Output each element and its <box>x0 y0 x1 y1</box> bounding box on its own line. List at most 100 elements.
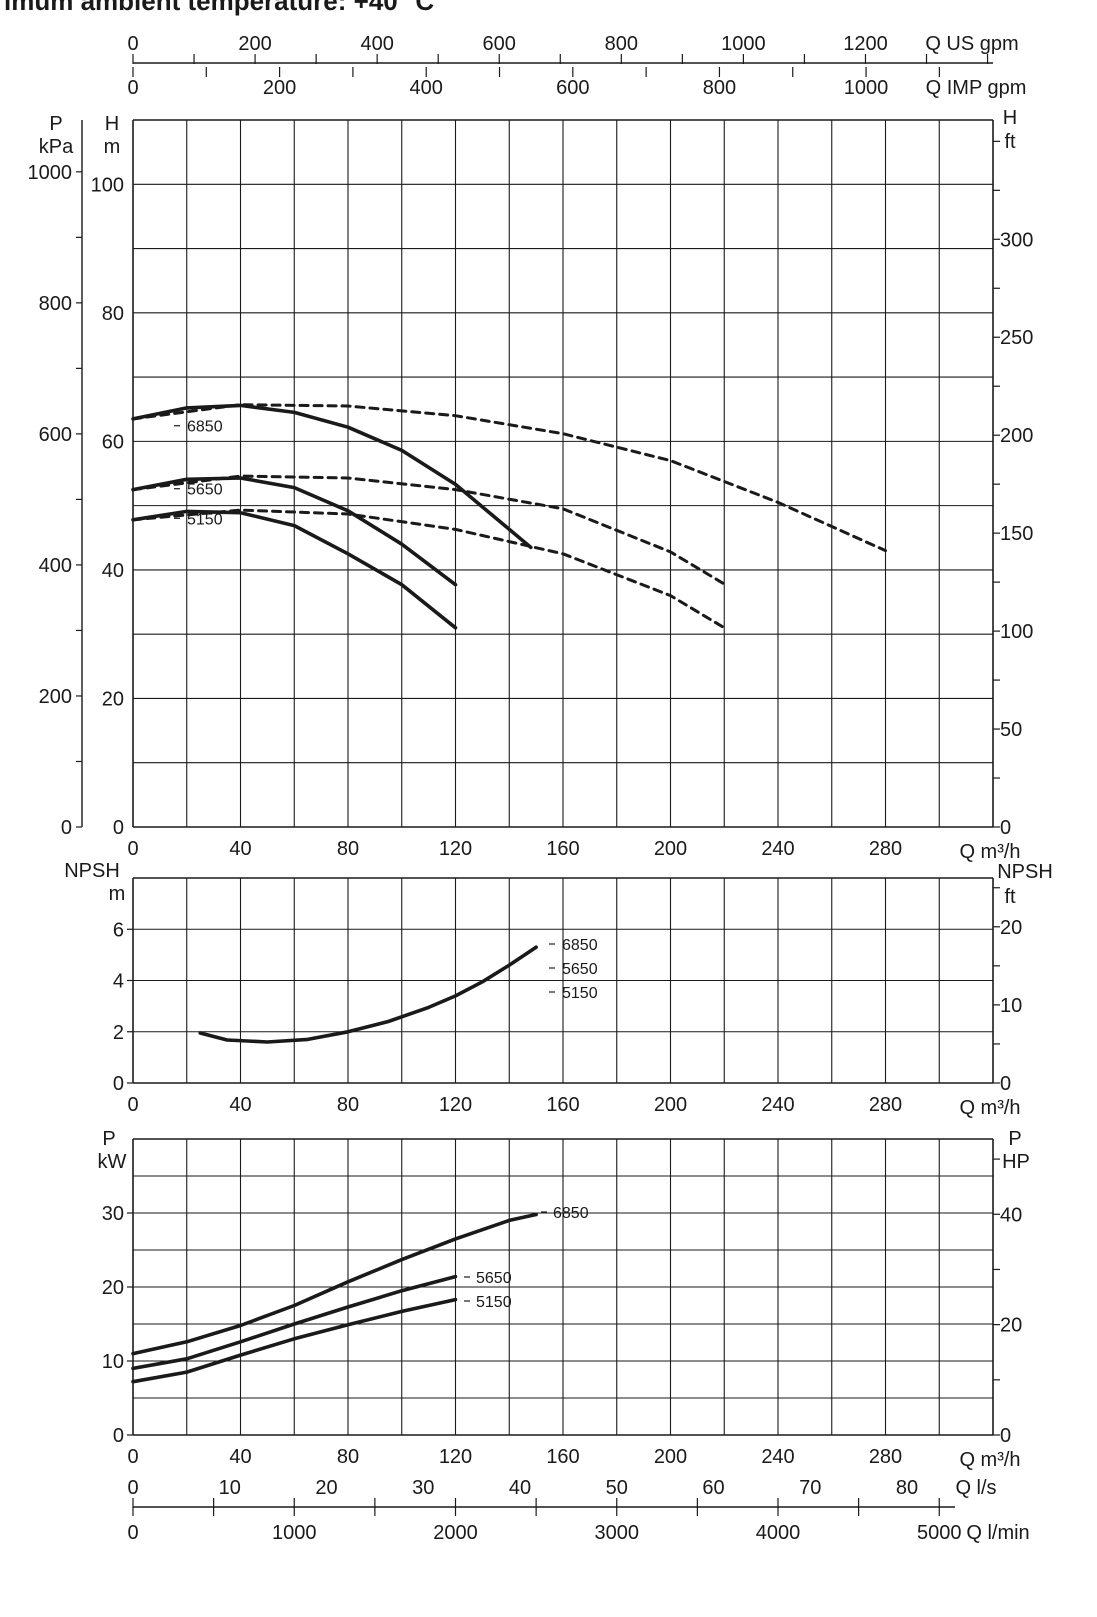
npsh-ft-axis-label-top: NPSH <box>997 861 1053 883</box>
x-tick-label: 80 <box>337 1094 359 1116</box>
head-curve-label-6850: 6850 <box>187 419 223 436</box>
npsh-ft-tick-label: 20 <box>1000 917 1022 939</box>
head-m-tick-label: 20 <box>102 688 124 710</box>
flow-ls-tick-label: 60 <box>702 1477 724 1499</box>
kpa-tick-label: 800 <box>39 293 72 315</box>
flow-ls-tick-label: 20 <box>315 1477 337 1499</box>
flow-lmin-tick-label: 5000 <box>917 1522 962 1544</box>
npsh-m-tick-label: 6 <box>113 919 124 941</box>
kpa-tick-label: 200 <box>39 686 72 708</box>
npsh-ft-axis-label-bottom: ft <box>1004 886 1016 908</box>
flow-lmin-tick-label: 0 <box>127 1522 138 1544</box>
head-ft-tick-label: 250 <box>1000 327 1033 349</box>
npsh-m-axis-label-top: NPSH <box>64 860 120 882</box>
imp-gpm-tick-label: 800 <box>703 77 736 99</box>
hp-tick-label: 0 <box>1000 1425 1011 1447</box>
kpa-axis-label-bottom: kPa <box>39 136 74 158</box>
npsh-label-5650: 5650 <box>562 961 598 978</box>
head-curve-label-5650: 5650 <box>187 482 223 499</box>
x-tick-label: 160 <box>546 1094 579 1116</box>
x-tick-label: 240 <box>761 1094 794 1116</box>
power-label-5150: 5150 <box>476 1294 512 1311</box>
x-tick-label: 200 <box>654 1094 687 1116</box>
imp-gpm-tick-label: 1000 <box>844 77 889 99</box>
page-heading: imum ambient temperature: +40 °C <box>4 0 435 16</box>
npsh-m-tick-label: 0 <box>113 1073 124 1095</box>
head-ft-tick-label: 200 <box>1000 425 1033 447</box>
flow-ls-tick-label: 50 <box>606 1477 628 1499</box>
us-gpm-tick-label: 800 <box>605 33 638 55</box>
x-tick-label: 0 <box>127 838 138 860</box>
npsh-label-6850: 6850 <box>562 937 598 954</box>
flow-lmin-tick-label: 4000 <box>756 1522 801 1544</box>
power-curve-6850 <box>131 1212 538 1356</box>
power-curve-5650 <box>131 1274 458 1371</box>
us-gpm-tick-label: 400 <box>360 33 393 55</box>
npsh-m-axis-label-bottom: m <box>109 883 126 905</box>
head-m-tick-label: 60 <box>102 431 124 453</box>
flow-ls-tick-label: 0 <box>127 1477 138 1499</box>
flow-ls-axis-label: Q l/s <box>955 1477 996 1499</box>
kw-tick-label: 30 <box>102 1203 124 1225</box>
x-tick-label: 280 <box>869 1446 902 1468</box>
flow-ls-tick-label: 40 <box>509 1477 531 1499</box>
npsh-ft-tick-label: 10 <box>1000 995 1022 1017</box>
x-tick-label: 160 <box>546 838 579 860</box>
kw-axis-label-bottom: kW <box>98 1151 127 1173</box>
us-gpm-axis-label: Q US gpm <box>925 33 1018 55</box>
npsh-curve <box>198 945 538 1044</box>
power-label-5650: 5650 <box>476 1270 512 1287</box>
head-curve-5150-dashed <box>131 508 726 630</box>
x-tick-label: 200 <box>654 838 687 860</box>
us-gpm-tick-label: 0 <box>127 33 138 55</box>
head-curve-5650-solid <box>131 476 458 587</box>
flow-lmin-tick-label: 2000 <box>433 1522 478 1544</box>
kpa-tick-label: 400 <box>39 555 72 577</box>
head-ft-axis-label-bottom: ft <box>1004 131 1016 153</box>
head-m-tick-label: 100 <box>91 174 124 196</box>
x-tick-label: 0 <box>127 1094 138 1116</box>
us-gpm-tick-label: 600 <box>483 33 516 55</box>
npsh-chart: 0 40 80 120 160 200 240 280 Q m³/h0246NPSHm01020… <box>64 860 1053 1119</box>
head-curve-5150-solid <box>131 509 458 630</box>
head-m-axis-label-bottom: m <box>104 136 121 158</box>
imp-gpm-tick-label: 600 <box>556 77 589 99</box>
hp-axis-label-top: P <box>1008 1128 1021 1150</box>
x-tick-label: 200 <box>654 1446 687 1468</box>
head-chart: 0 40 80 120 160 200 240 280 Q m³/h02004006008001… <box>28 107 1034 863</box>
kpa-axis-label-top: P <box>49 113 62 135</box>
x-tick-label: 40 <box>229 838 251 860</box>
x-tick-label: 280 <box>869 838 902 860</box>
kw-tick-label: 0 <box>113 1425 124 1447</box>
us-gpm-tick-label: 1200 <box>843 33 888 55</box>
x-tick-label: 120 <box>439 1094 472 1116</box>
head-ft-tick-label: 0 <box>1000 817 1011 839</box>
x-axis-label: Q m³/h <box>959 1449 1020 1471</box>
x-tick-label: 40 <box>229 1094 251 1116</box>
flow-ls-tick-label: 70 <box>799 1477 821 1499</box>
x-tick-label: 280 <box>869 1094 902 1116</box>
imp-gpm-axis-label: Q IMP gpm <box>926 77 1027 99</box>
head-ft-tick-label: 50 <box>1000 719 1022 741</box>
head-m-tick-label: 40 <box>102 560 124 582</box>
hp-axis-label-bottom: HP <box>1002 1151 1030 1173</box>
x-tick-label: 80 <box>337 1446 359 1468</box>
kw-axis-label-top: P <box>102 1128 115 1150</box>
kpa-tick-label: 1000 <box>28 162 73 184</box>
us-gpm-tick-label: 200 <box>238 33 271 55</box>
hp-tick-label: 20 <box>1000 1315 1022 1337</box>
top-flow-axes: 0 200 400 600 800 1000 1200 Q US gpm 0 200 400 600 8… <box>127 33 1026 99</box>
imp-gpm-tick-label: 0 <box>127 77 138 99</box>
head-ft-tick-label: 100 <box>1000 621 1033 643</box>
kw-tick-label: 20 <box>102 1277 124 1299</box>
npsh-label-5150: 5150 <box>562 985 598 1002</box>
flow-ls-tick-label: 80 <box>896 1477 918 1499</box>
head-ft-tick-label: 300 <box>1000 229 1033 251</box>
flow-lmin-tick-label: 1000 <box>272 1522 317 1544</box>
x-axis-label: Q m³/h <box>959 841 1020 863</box>
kpa-tick-label: 0 <box>61 817 72 839</box>
x-tick-label: 160 <box>546 1446 579 1468</box>
head-m-axis-label-top: H <box>105 113 119 135</box>
x-axis-label: Q m³/h <box>959 1097 1020 1119</box>
flow-lmin-tick-label: 3000 <box>595 1522 640 1544</box>
